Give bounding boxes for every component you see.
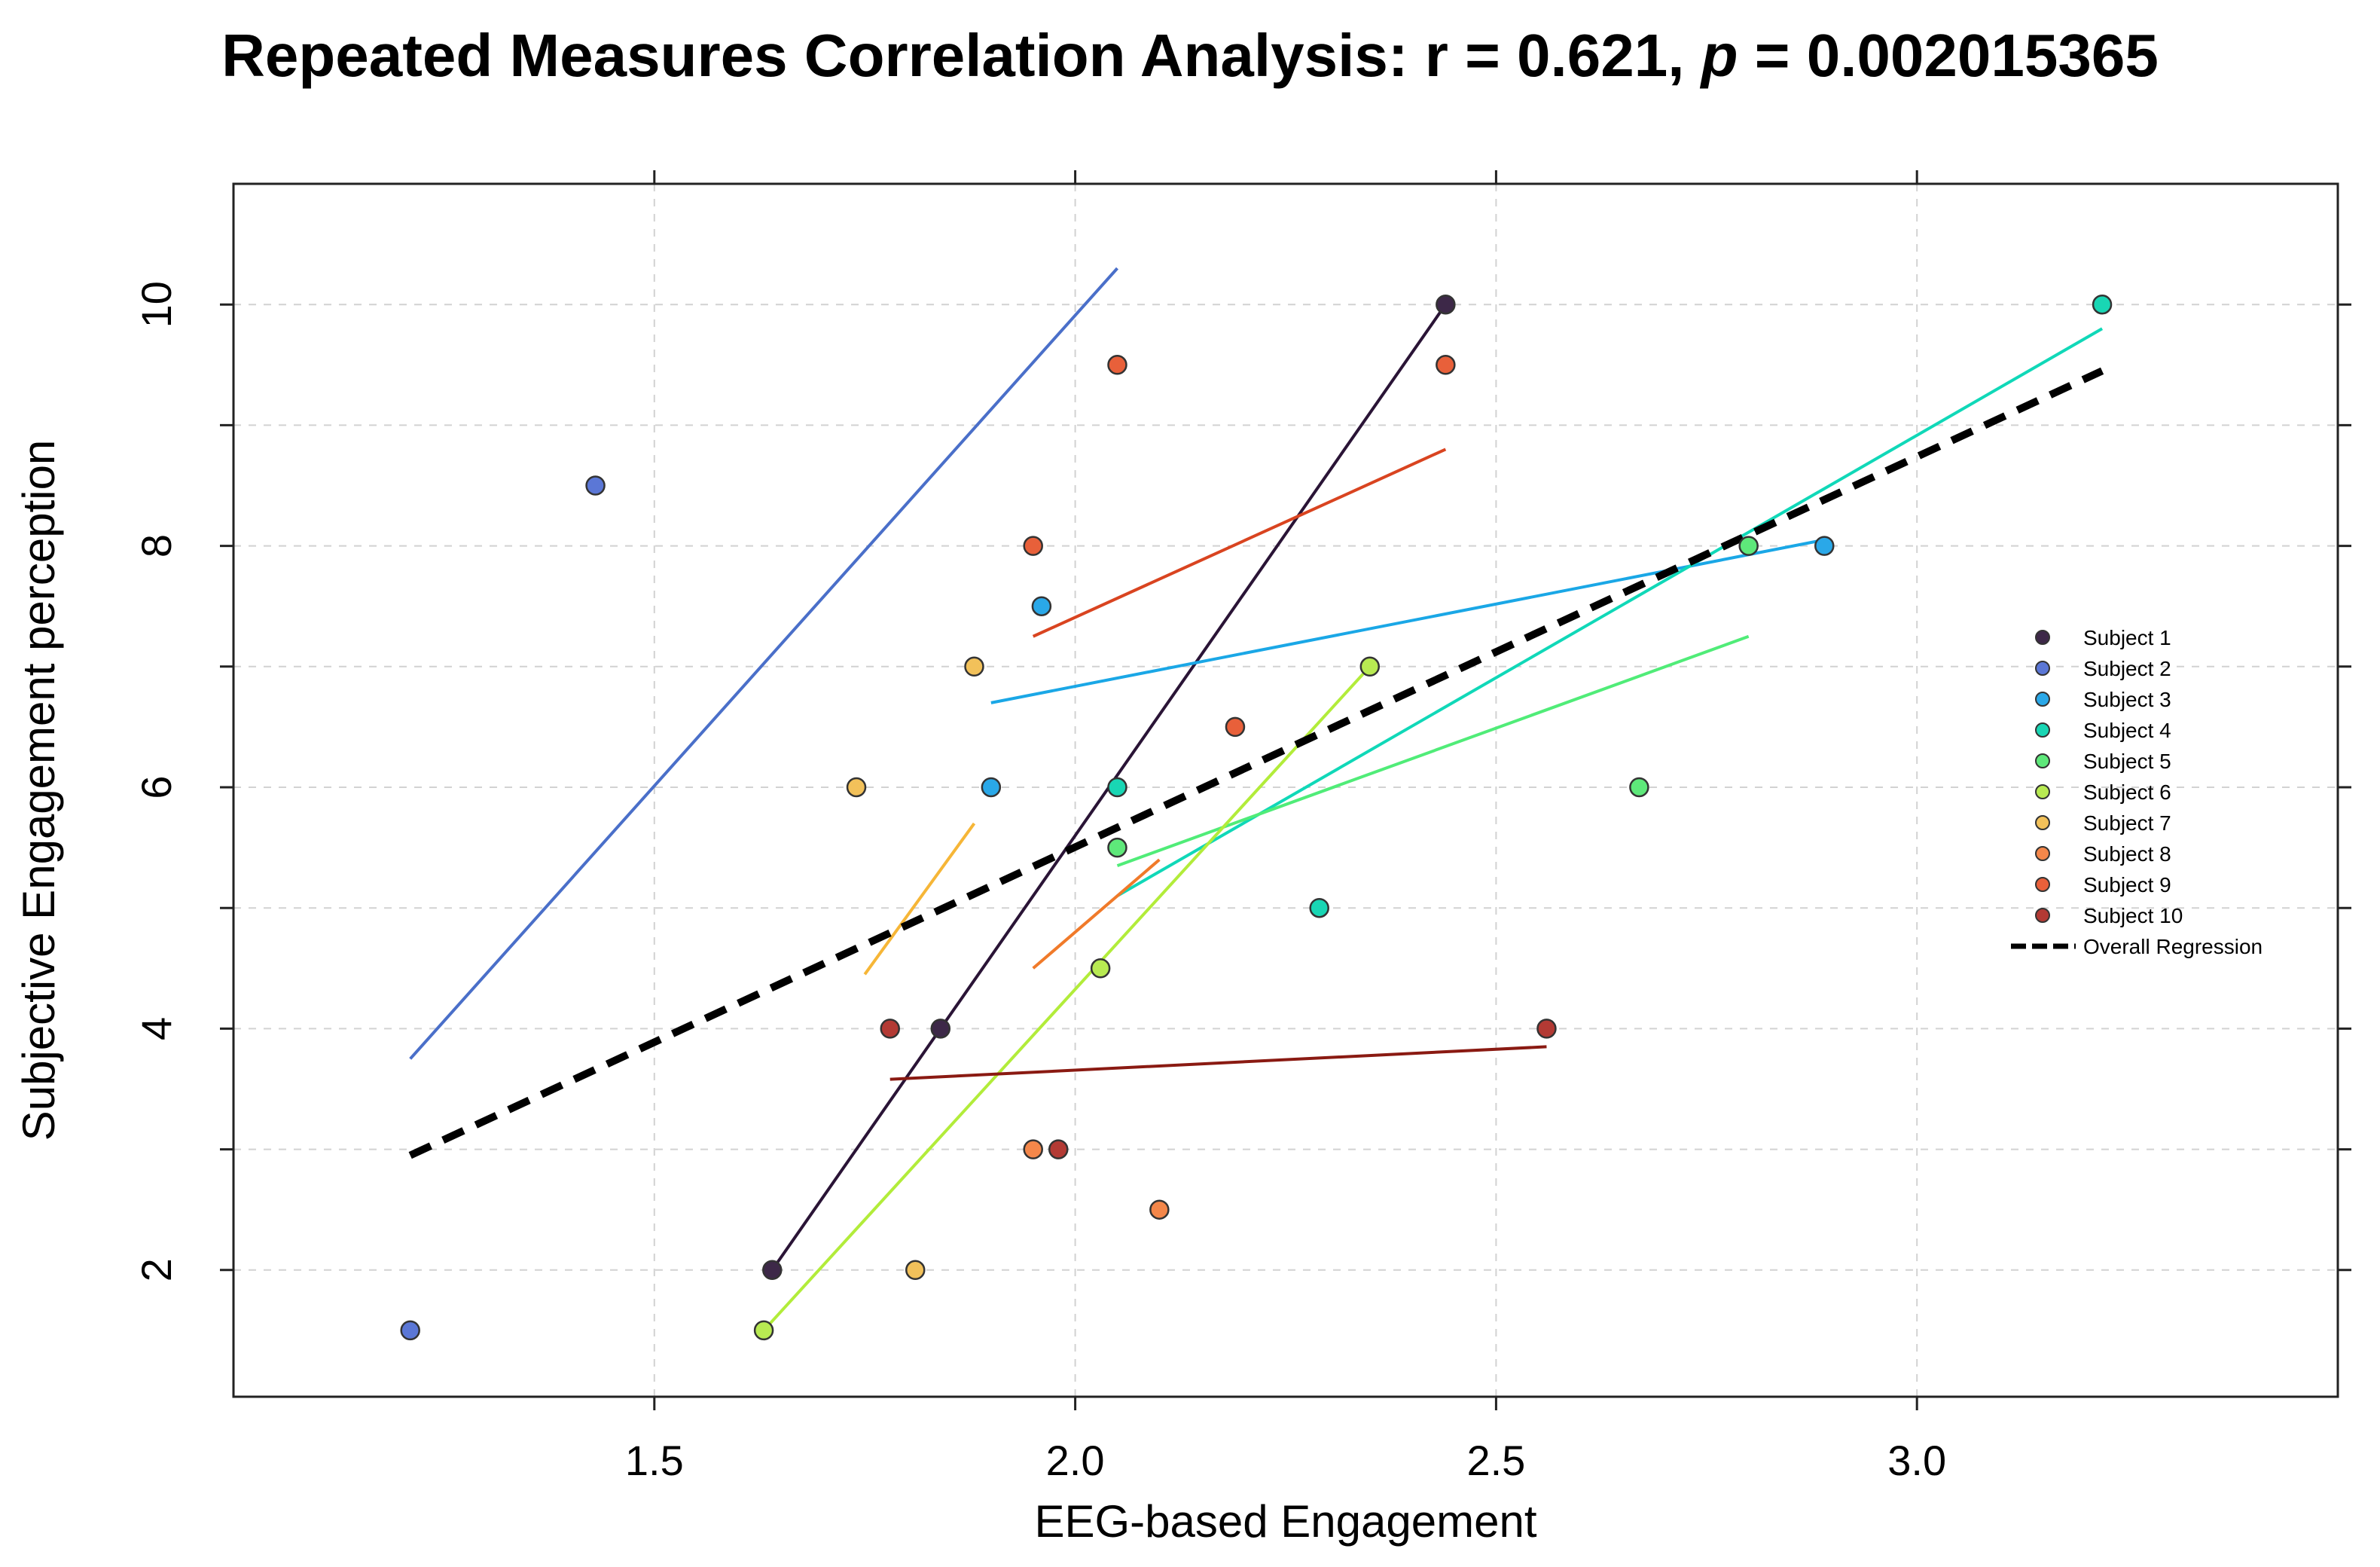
data-point-subject-2 <box>400 1320 420 1341</box>
fit-line-subject-10 <box>889 1045 1547 1081</box>
legend-label-subject-7: Subject 7 <box>2083 811 2171 835</box>
legend-label-subject-1: Subject 1 <box>2083 626 2171 649</box>
data-point-subject-9 <box>1107 355 1127 375</box>
fit-line-subject-5 <box>1116 634 1750 868</box>
y-tick-label: 6 <box>133 775 180 799</box>
chart-title: Repeated Measures Correlation Analysis: … <box>0 21 2380 90</box>
y-axis-ticks: 2 4 6 8 10 <box>133 281 2351 1281</box>
legend-marker-subject-2 <box>2035 661 2050 676</box>
legend-label-subject-5: Subject 5 <box>2083 750 2171 773</box>
legend-marker-subject-10 <box>2035 908 2050 923</box>
legend-marker-subject-1 <box>2035 630 2050 645</box>
overall-regression-layer <box>408 367 2104 1159</box>
data-point-subject-6 <box>753 1320 774 1341</box>
fit-lines <box>409 267 2104 1332</box>
legend-label-subject-9: Subject 9 <box>2083 873 2171 897</box>
data-point-subject-5 <box>1629 777 1649 798</box>
data-point-subject-4 <box>1309 897 1329 918</box>
y-axis-title: Subjective Engagement perception <box>14 440 64 1141</box>
legend-label-overall-regression: Overall Regression <box>2083 935 2263 958</box>
fit-line-subject-8 <box>1032 858 1161 970</box>
fit-line-subject-4 <box>1116 327 2104 897</box>
legend-label-subject-10: Subject 10 <box>2083 904 2183 927</box>
x-axis-title: EEG-based Engagement <box>1034 1496 1536 1547</box>
data-point-subject-10 <box>1536 1019 1557 1039</box>
data-point-subject-9 <box>1023 536 1043 556</box>
data-point-subject-1 <box>762 1260 783 1281</box>
legend-marker-subject-7 <box>2035 815 2050 830</box>
data-point-subject-3 <box>1031 596 1052 616</box>
legend-label-subject-8: Subject 8 <box>2083 842 2171 866</box>
legend-marker-subject-4 <box>2035 722 2050 738</box>
fit-line-subject-7 <box>863 822 976 976</box>
data-points <box>400 294 2113 1341</box>
x-axis-ticks: 1.5 2.0 2.5 3.0 <box>625 170 1946 1484</box>
title-prefix: Repeated Measures Correlation Analysis: … <box>221 22 1701 89</box>
grid-layer <box>233 184 2338 1397</box>
data-point-subject-7 <box>905 1260 926 1281</box>
legend-marker-subject-3 <box>2035 692 2050 707</box>
y-tick-label: 2 <box>133 1258 180 1281</box>
data-point-subject-4 <box>1107 777 1127 798</box>
data-point-subject-3 <box>981 777 1002 798</box>
fit-line-subject-2 <box>409 267 1118 1060</box>
fit-line-subject-3 <box>990 538 1825 704</box>
x-tick-label: 2.5 <box>1466 1437 1525 1484</box>
data-point-subject-6 <box>1090 958 1111 979</box>
data-point-subject-5 <box>1107 837 1127 858</box>
y-tick-label: 8 <box>133 534 180 557</box>
legend-label-subject-2: Subject 2 <box>2083 657 2171 680</box>
legend: Subject 1 Subject 2 Subject 3 Subject 4 Subj… <box>2011 626 2263 958</box>
data-point-subject-10 <box>880 1019 900 1039</box>
title-p-symbol: p <box>1701 22 1738 89</box>
overall-regression-line <box>408 367 2104 1159</box>
plot-frame <box>232 182 2339 1398</box>
data-point-subject-4 <box>2092 294 2113 315</box>
data-point-subject-7 <box>846 777 867 798</box>
legend-marker-subject-6 <box>2035 784 2050 799</box>
legend-label-subject-6: Subject 6 <box>2083 780 2171 804</box>
data-point-subject-1 <box>930 1019 951 1039</box>
data-point-subject-2 <box>585 475 606 496</box>
data-point-subject-3 <box>1814 536 1835 556</box>
data-point-subject-9 <box>1225 716 1246 738</box>
legend-marker-subject-9 <box>2035 877 2050 892</box>
x-tick-label: 1.5 <box>625 1437 684 1484</box>
title-suffix: = 0.002015365 <box>1738 22 2159 89</box>
y-tick-label: 10 <box>133 281 180 328</box>
y-tick-label: 4 <box>133 1017 180 1040</box>
data-point-subject-10 <box>1048 1139 1069 1159</box>
fit-line-subject-6 <box>762 665 1372 1332</box>
x-tick-label: 2.0 <box>1046 1437 1105 1484</box>
data-point-subject-9 <box>1436 355 1456 375</box>
data-point-subject-6 <box>1359 656 1381 677</box>
legend-label-subject-3: Subject 3 <box>2083 688 2171 711</box>
legend-marker-subject-5 <box>2035 753 2050 768</box>
data-point-subject-5 <box>1738 536 1759 556</box>
data-point-subject-1 <box>1436 294 1456 315</box>
legend-marker-subject-8 <box>2035 846 2050 861</box>
data-point-subject-7 <box>964 656 984 677</box>
data-point-subject-8 <box>1023 1139 1043 1159</box>
data-point-subject-8 <box>1149 1199 1170 1220</box>
legend-label-subject-4: Subject 4 <box>2083 719 2171 742</box>
x-tick-label: 3.0 <box>1887 1437 1946 1484</box>
fit-line-subject-9 <box>1032 447 1447 638</box>
